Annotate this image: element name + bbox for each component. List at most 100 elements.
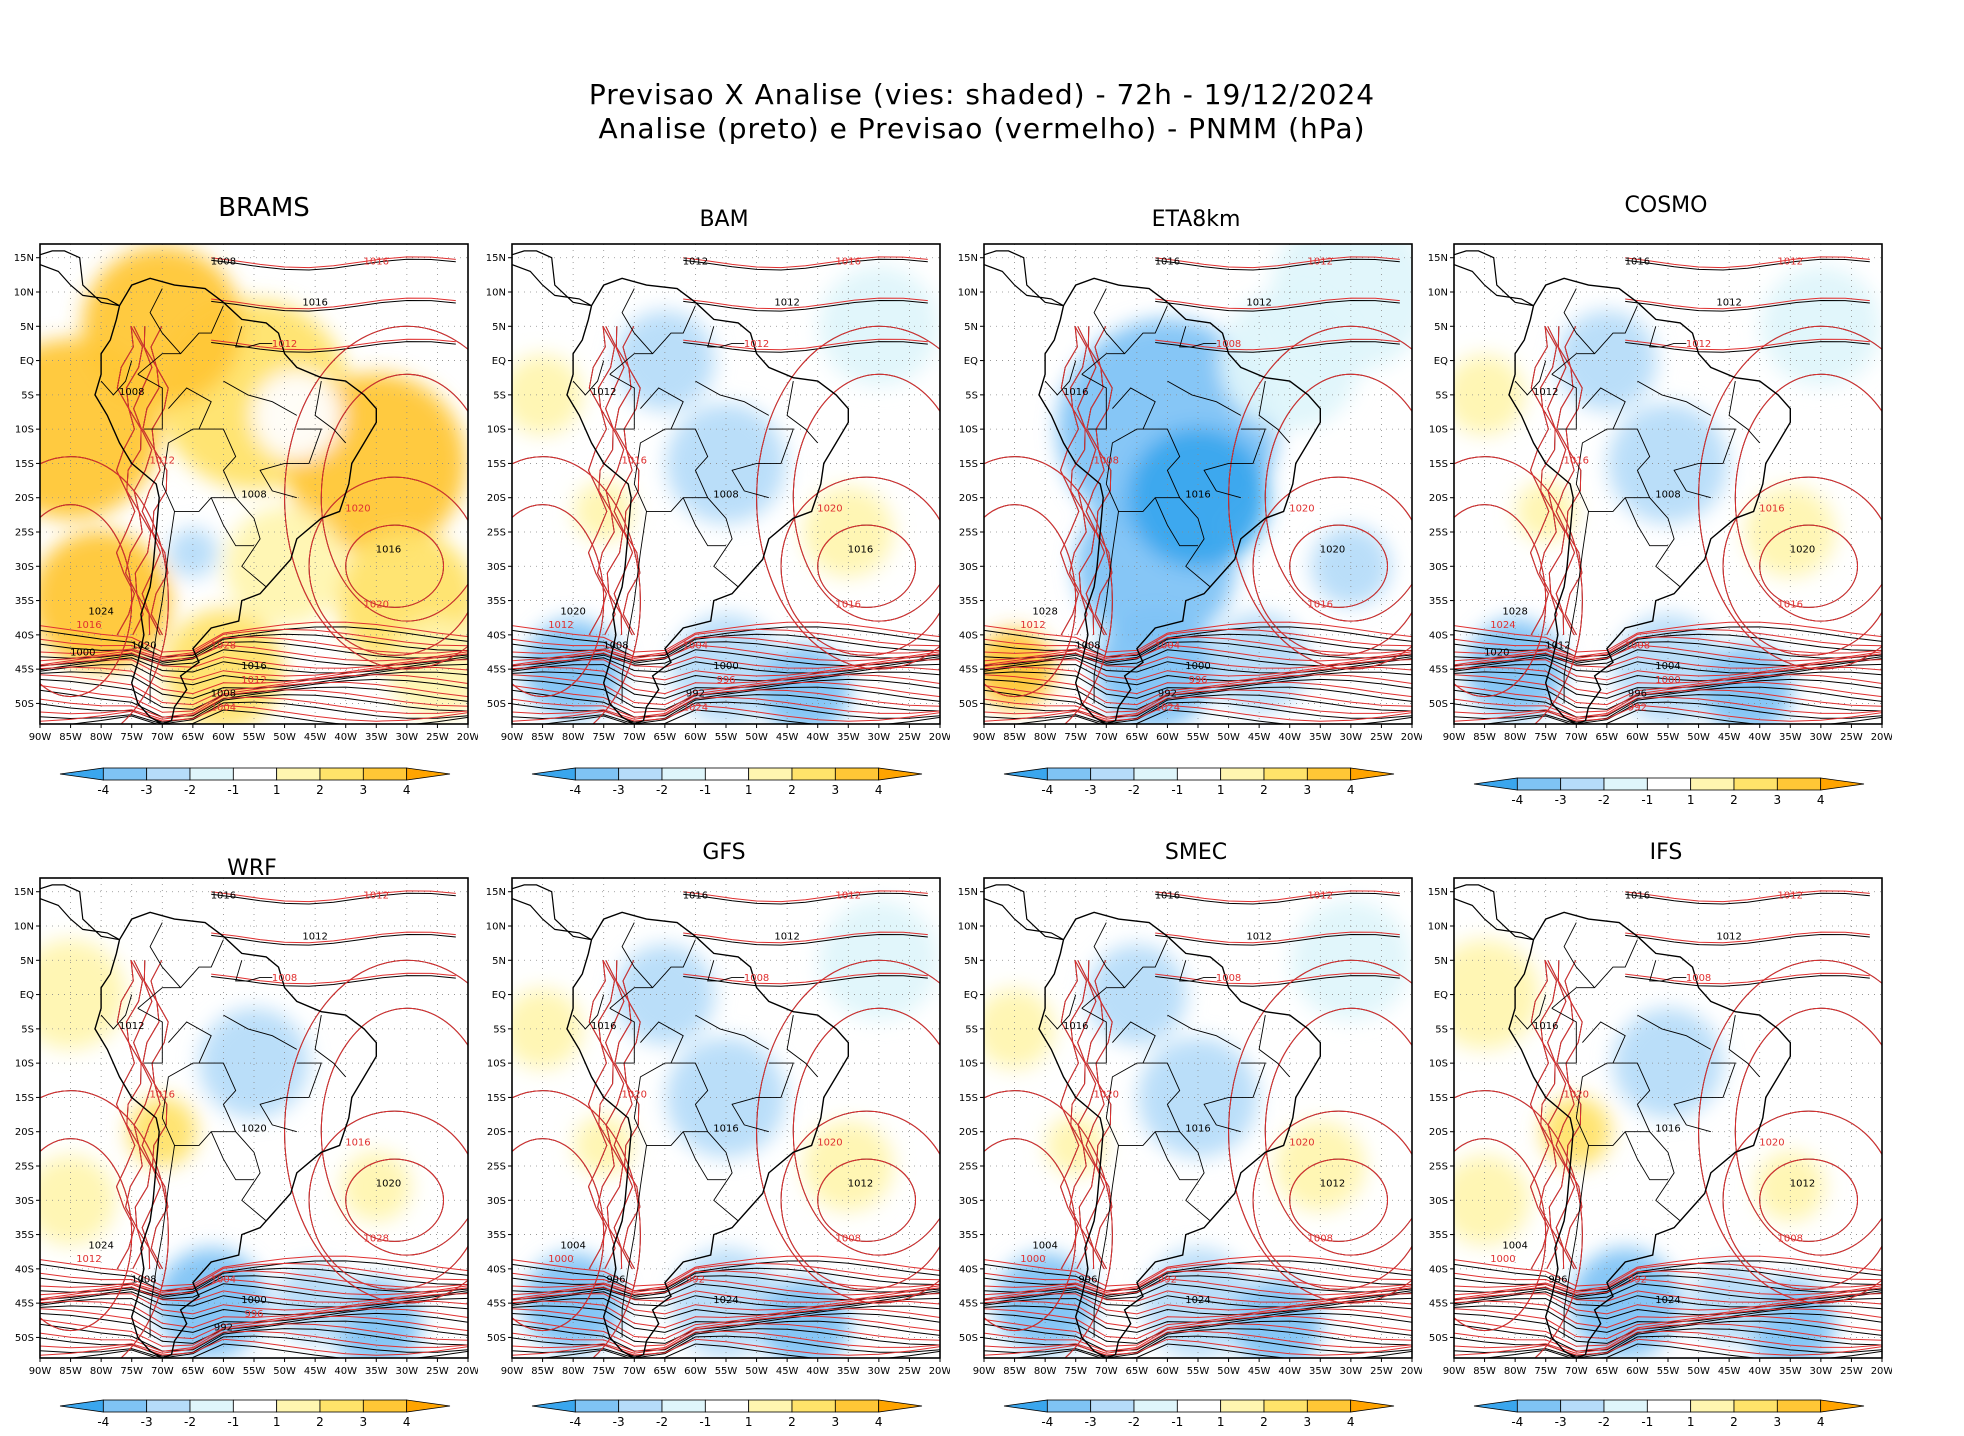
lat-label: 50S — [487, 699, 506, 710]
coastline-south-america — [1508, 911, 1791, 1358]
colorbar-cell — [276, 1399, 321, 1413]
colorbar-cell — [146, 767, 191, 781]
analysis-isobar-north — [211, 341, 456, 353]
coastline-south-america — [1038, 911, 1321, 1358]
country-border — [1575, 1062, 1681, 1222]
analysis-isobar-south — [984, 641, 1412, 664]
colorbar-cell — [661, 767, 706, 781]
forecast-isobar-high — [284, 325, 468, 670]
analysis-isobar-south — [512, 694, 940, 723]
lat-label: 20S — [15, 1127, 34, 1138]
map-content: 1016 1012 1012 1008 1016 1020 1016 1020 1012 1008… — [984, 878, 1412, 1358]
contour-label: 992 — [686, 1275, 705, 1286]
bias-area — [40, 530, 172, 671]
colorbar-cell — [1820, 1399, 1865, 1413]
colorbar-cell — [319, 1399, 364, 1413]
contour-label: 1024 — [1155, 702, 1180, 713]
forecast-isobar-south — [984, 674, 1412, 706]
lon-label: 35W — [1779, 732, 1802, 743]
country-border — [259, 428, 322, 499]
colorbar-cell — [1560, 777, 1605, 791]
analysis-isobar-north — [1155, 299, 1400, 312]
colorbar-cell — [189, 1399, 234, 1413]
lon-label: 60W — [684, 732, 707, 743]
contour-label: 1028 — [211, 641, 236, 652]
forecast-isobar-north — [683, 931, 928, 944]
analysis-isobar-south — [40, 633, 468, 663]
forecast-isobar-high — [40, 504, 133, 698]
country-border — [161, 483, 236, 512]
forecast-isobar-south — [1454, 1286, 1882, 1303]
contour-label: 1012 — [683, 257, 708, 268]
analysis-isobar-south — [512, 641, 940, 664]
country-border — [1093, 288, 1125, 354]
forecast-isobar-north — [1625, 256, 1870, 269]
contour-label: 1012 — [1246, 298, 1271, 309]
lat-label: EQ — [20, 356, 34, 367]
colorbar-cell — [232, 1399, 278, 1413]
forecast-isobar-south — [1454, 696, 1882, 720]
lat-label: 45S — [487, 1299, 506, 1310]
forecast-isobar-high — [1264, 1007, 1412, 1256]
analysis-isobar-south — [512, 678, 940, 710]
contour-label: 992 — [686, 689, 705, 700]
country-border — [1637, 380, 1712, 416]
country-border — [572, 360, 605, 396]
country-border — [572, 994, 605, 1030]
forecast-isobar-high — [984, 1138, 1077, 1332]
colorbar-tick-label: 3 — [1304, 1415, 1312, 1429]
lat-label: 45S — [15, 1299, 34, 1310]
colorbar-tick-label: 1 — [1687, 793, 1695, 807]
lon-label: 35W — [1779, 1366, 1802, 1377]
country-border — [633, 483, 708, 512]
forecast-isobar-south — [40, 1286, 468, 1303]
contour-label: 1016 — [836, 599, 861, 610]
forecast-isobar-andes — [597, 326, 616, 636]
analysis-isobar-south — [1454, 701, 1882, 724]
lat-label: 15S — [15, 1093, 34, 1104]
forecast-isobar-south — [512, 1286, 940, 1303]
contour-label: 1012 — [836, 891, 861, 902]
colorbar-cell — [661, 1399, 706, 1413]
colorbar-cell — [1306, 1399, 1352, 1413]
forecast-isobar-andes — [1077, 960, 1097, 1269]
map-panel-brams: 1008 1016 1016 1012 1008 1012 1008 1020 1016 1020… — [14, 243, 478, 743]
country-border — [621, 511, 647, 704]
forecast-isobar-andes — [613, 960, 634, 1270]
lon-label: 75W — [1064, 1366, 1087, 1377]
colorbar-cell — [406, 767, 451, 781]
forecast-isobar-south — [984, 644, 1412, 662]
lon-label: 60W — [684, 1366, 707, 1377]
lat-label: 25S — [15, 528, 34, 539]
map-content: 1016 1012 1012 1008 1016 1008 1016 1020 1020 1016… — [984, 244, 1412, 724]
panel-title-ifs: IFS — [1649, 840, 1683, 865]
country-border — [1514, 994, 1547, 1030]
bias-area — [512, 354, 583, 435]
country-border — [1624, 497, 1668, 547]
contour-label: 1012 — [1320, 1179, 1345, 1190]
contour-label: 1008 — [1075, 641, 1100, 652]
forecast-isobar-andes — [141, 960, 162, 1270]
colorbar-cell — [1003, 1399, 1048, 1413]
colorbar-tick-label: 3 — [832, 1415, 840, 1429]
lon-label: 75W — [120, 732, 143, 743]
contour-label: 1012 — [272, 339, 297, 350]
lat-label: 50S — [959, 1333, 978, 1344]
analysis-isobar-south — [40, 1335, 468, 1358]
contour-label: 1024 — [1185, 1295, 1210, 1306]
bias-area — [1138, 1037, 1258, 1158]
colorbar-gfs: -4 -3 -2 -1 1 2 3 4 — [531, 1399, 923, 1429]
panel-title-cosmo: COSMO — [1624, 193, 1708, 218]
forecast-isobar-south — [984, 681, 1412, 713]
lon-label: 35W — [837, 1366, 860, 1377]
forecast-isobar-south — [40, 1330, 468, 1354]
forecast-isobar-high — [1228, 325, 1412, 670]
analysis-isobar-south — [984, 1297, 1412, 1320]
lat-label: 25S — [959, 528, 978, 539]
contour-label: 1024 — [88, 606, 113, 617]
contour-label: 1016 — [591, 1021, 616, 1032]
lat-label: 5N — [20, 322, 34, 333]
lon-label: 90W — [973, 1366, 996, 1377]
forecast-isobar-south — [40, 652, 468, 669]
lon-label: 85W — [1473, 1366, 1496, 1377]
